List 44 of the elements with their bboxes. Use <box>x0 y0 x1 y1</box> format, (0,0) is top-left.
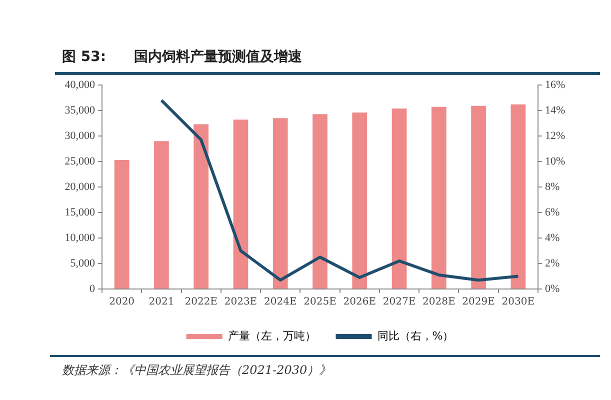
bar <box>312 114 328 288</box>
y2-tick-label: 2% <box>545 257 560 270</box>
y-tick-label: 25,000 <box>64 155 96 168</box>
x-tick-label: 2024E <box>264 296 297 308</box>
bar <box>154 141 169 288</box>
legend-label: 产量（左，万吨） <box>228 329 316 342</box>
bar <box>471 106 486 288</box>
y2-tick-label: 14% <box>545 104 566 116</box>
bar <box>392 108 407 288</box>
bar <box>114 160 130 288</box>
bar <box>510 104 526 288</box>
bar <box>194 124 209 288</box>
y2-tick-label: 16% <box>545 78 566 91</box>
x-tick-label: 2026E <box>343 296 376 308</box>
y-tick-label: 5,000 <box>70 257 96 270</box>
x-tick-label: 2027E <box>382 296 416 308</box>
y-tick-label: 15,000 <box>64 206 96 218</box>
y2-tick-label: 4% <box>545 232 560 244</box>
y-tick-label: 35,000 <box>64 104 96 116</box>
x-tick-label: 2023E <box>224 296 258 308</box>
legend-label: 同比（右，%） <box>377 329 454 342</box>
y2-tick-label: 6% <box>545 206 560 218</box>
y-tick-label: 40,000 <box>64 78 96 91</box>
x-tick-label: 2028E <box>422 296 456 308</box>
x-tick-label: 2030E <box>502 296 535 308</box>
y2-tick-label: 12% <box>545 130 566 142</box>
y-tick-label: 30,000 <box>64 130 96 142</box>
y-tick-label: 0 <box>90 282 96 295</box>
x-tick-label: 2021 <box>148 296 174 308</box>
y2-tick-label: 8% <box>545 180 560 193</box>
bar <box>431 106 446 288</box>
bar <box>233 120 248 288</box>
y-tick-label: 20,000 <box>64 180 96 193</box>
y-tick-label: 10,000 <box>64 232 96 244</box>
chart-title: 图 53: 国内饲料产量预测值及增速 <box>62 48 302 66</box>
y2-tick-label: 10% <box>545 155 566 168</box>
x-tick-label: 2029E <box>462 296 495 308</box>
x-tick-label: 2020 <box>109 296 135 308</box>
bar <box>352 112 368 288</box>
source-note: 数据来源：《中国农业展望报告（2021-2030）》 <box>62 362 332 379</box>
bar <box>272 118 288 288</box>
y2-tick-label: 0% <box>545 282 560 295</box>
x-tick-label: 2022E <box>184 296 218 308</box>
x-tick-label: 2025E <box>304 296 336 308</box>
